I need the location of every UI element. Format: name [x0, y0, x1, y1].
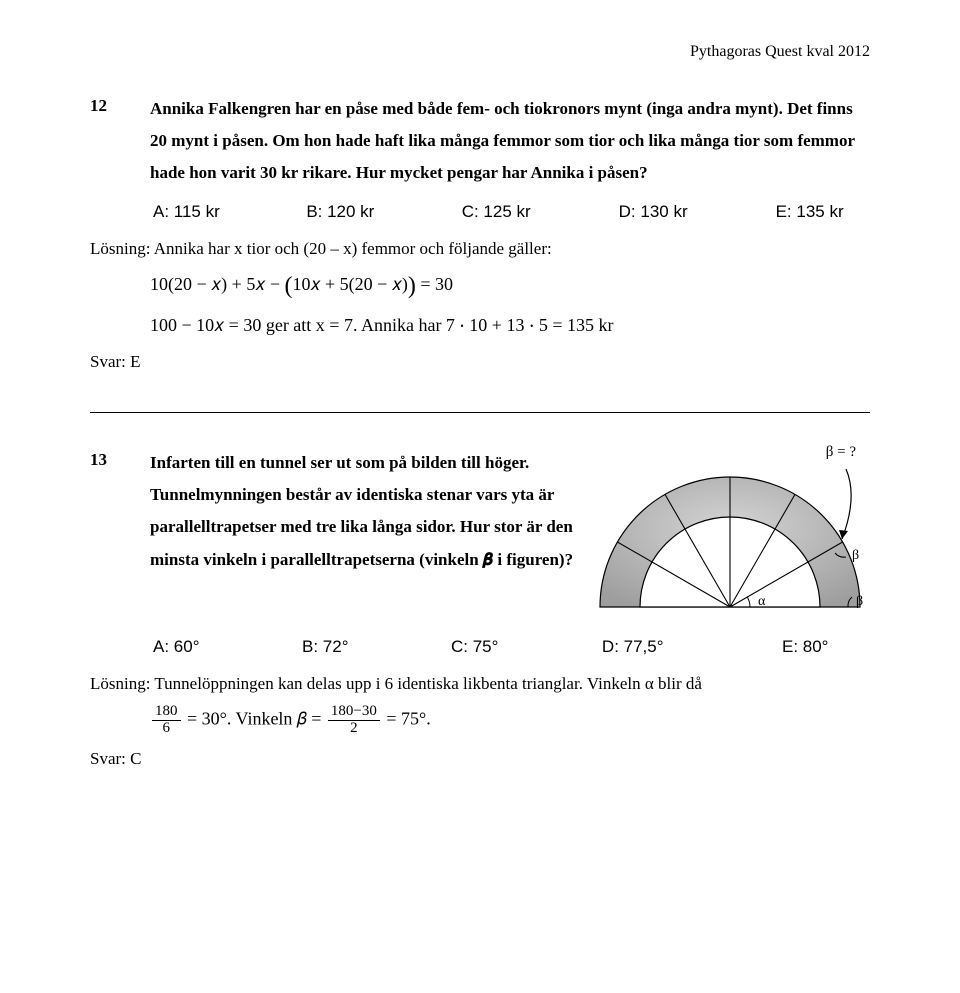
- problem-13-row: 13 Infarten till en tunnel ser ut som på…: [90, 447, 870, 625]
- page-header: Pythagoras Quest kval 2012: [90, 40, 870, 65]
- frac2-num: 180−30: [328, 704, 380, 721]
- option-13-b: B: 72°: [301, 633, 448, 661]
- tunnel-figure: β = ?: [590, 447, 870, 625]
- fraction-150-2: 180−30 2: [328, 704, 380, 737]
- answer-12: Svar: E: [90, 349, 870, 375]
- option-13-d: D: 77,5°: [601, 633, 779, 661]
- option-13-c: C: 75°: [450, 633, 599, 661]
- eq13-end: = 75°.: [386, 708, 430, 728]
- problem-12: 12 Annika Falkengren har en påse med båd…: [90, 93, 870, 376]
- equation-12-2: 100 − 10𝑥 = 30 ger att x = 7. Annika har…: [150, 312, 870, 340]
- eq12c: = 30: [416, 274, 453, 294]
- beta-label-upper: β: [852, 545, 859, 567]
- option-12-d: D: 130 kr: [618, 198, 773, 226]
- page: Pythagoras Quest kval 2012 12 Annika Fal…: [0, 0, 960, 993]
- problem-12-text: Annika Falkengren har en påse med både f…: [150, 93, 870, 190]
- problem-12-row: 12 Annika Falkengren har en påse med båd…: [90, 93, 870, 190]
- problem-12-options: A: 115 kr B: 120 kr C: 125 kr D: 130 kr …: [150, 196, 930, 228]
- eq12b: 10𝑥 + 5(20 − 𝑥): [293, 274, 408, 294]
- lparen-icon: (: [285, 273, 293, 299]
- beta-question-label: β = ?: [826, 441, 856, 464]
- tunnel-svg: [590, 447, 870, 617]
- problem-12-number: 12: [90, 93, 150, 119]
- frac2-den: 2: [328, 721, 380, 737]
- beta-label-lower: β: [856, 591, 863, 613]
- problem-13: 13 Infarten till en tunnel ser ut som på…: [90, 447, 870, 773]
- option-13-e: E: 80°: [781, 633, 928, 661]
- rparen-icon: ): [408, 273, 416, 299]
- option-13-a: A: 60°: [152, 633, 299, 661]
- problem-13-number: 13: [90, 447, 150, 473]
- frac1-den: 6: [152, 721, 181, 737]
- option-12-e: E: 135 kr: [775, 198, 928, 226]
- problem-13-solution: Lösning: Tunnelöppningen kan delas upp i…: [90, 671, 870, 736]
- eq12a: 10(20 − 𝑥) + 5𝑥 −: [150, 274, 285, 294]
- problem-13-options: A: 60° B: 72° C: 75° D: 77,5° E: 80°: [150, 631, 930, 663]
- frac1-num: 180: [152, 704, 181, 721]
- solution-12-lead: Lösning: Annika har x tior och (20 – x) …: [90, 239, 552, 258]
- fraction-180-6: 180 6: [152, 704, 181, 737]
- equation-12-1: 10(20 − 𝑥) + 5𝑥 − (10𝑥 + 5(20 − 𝑥)) = 30: [150, 268, 870, 305]
- option-12-c: C: 125 kr: [461, 198, 616, 226]
- equation-13: 180 6 = 30°. Vinkeln 𝛽 = 180−30 2 = 75°.: [150, 704, 870, 737]
- eq13-mid: = 30°. Vinkeln 𝛽 =: [187, 708, 326, 728]
- separator: [90, 412, 870, 413]
- solution-13-lead: Lösning: Tunnelöppningen kan delas upp i…: [90, 674, 702, 693]
- option-12-b: B: 120 kr: [305, 198, 458, 226]
- option-12-a: A: 115 kr: [152, 198, 303, 226]
- answer-13: Svar: C: [90, 746, 870, 772]
- problem-12-solution: Lösning: Annika har x tior och (20 – x) …: [90, 236, 870, 339]
- problem-13-text: Infarten till en tunnel ser ut som på bi…: [150, 447, 580, 576]
- alpha-label: α: [758, 591, 765, 613]
